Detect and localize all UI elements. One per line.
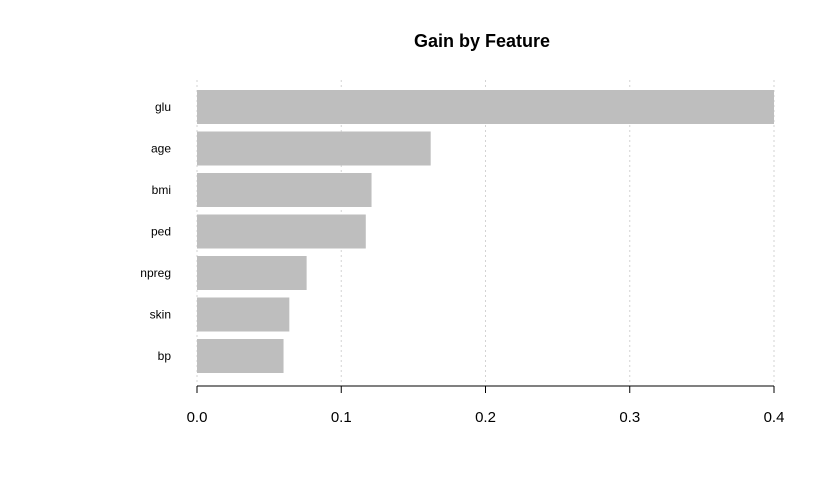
bar-ped [197, 214, 366, 249]
category-label-skin: skin [150, 308, 171, 322]
bar-bp [197, 339, 284, 373]
chart-title: Gain by Feature [414, 31, 550, 51]
x-tick-label: 0.2 [475, 409, 496, 426]
bar-glu [197, 90, 774, 124]
bar-skin [197, 297, 290, 332]
x-axis: 0.0 0.1 0.2 0.3 0.4 [187, 385, 785, 426]
category-labels: glu age bmi ped npreg skin bp [140, 100, 171, 363]
x-tick-label: 0.0 [187, 409, 208, 426]
bar-bmi [197, 173, 372, 207]
x-tick-label: 0.1 [331, 409, 352, 426]
bar-npreg [197, 256, 307, 290]
grid-layer [196, 80, 775, 382]
category-label-npreg: npreg [140, 266, 171, 280]
bar-age [197, 131, 431, 166]
bar-layer [197, 90, 774, 373]
x-tick-label: 0.4 [764, 409, 785, 426]
x-tick-label: 0.3 [619, 409, 640, 426]
category-label-ped: ped [151, 225, 171, 239]
category-label-bp: bp [158, 349, 172, 363]
category-label-bmi: bmi [152, 183, 171, 197]
category-label-age: age [151, 142, 171, 156]
category-label-glu: glu [155, 100, 171, 114]
